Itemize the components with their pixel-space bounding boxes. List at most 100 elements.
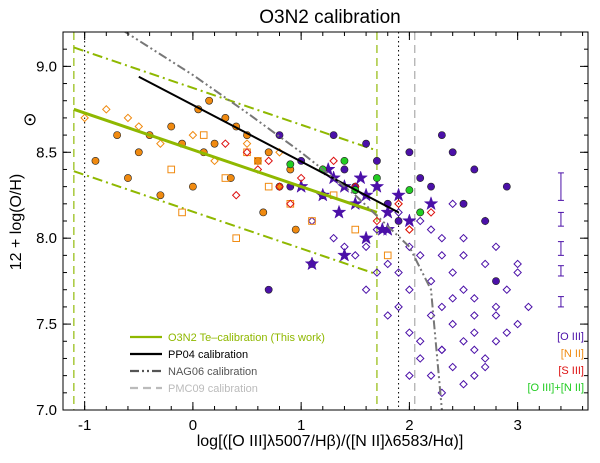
diamond-marker (361, 285, 371, 295)
diamond-marker (448, 362, 457, 372)
x-axis-label: log[([O III]λ5007/Hβ)/([N II]λ6583/Hα)] (197, 433, 464, 450)
diamond-marker (459, 233, 468, 243)
circle-marker (502, 182, 511, 191)
square-marker (243, 148, 251, 157)
diamond-marker (448, 319, 457, 329)
circle-marker (448, 148, 457, 157)
solar-symbol-dot (28, 118, 32, 122)
circle-marker (481, 217, 490, 225)
diamond-marker (480, 259, 490, 269)
diamond-marker (426, 208, 436, 217)
square-marker (286, 200, 295, 208)
circle-marker (459, 199, 468, 208)
circle-marker (286, 160, 295, 169)
diamond-marker (491, 311, 501, 320)
y-tick-label: 9.0 (36, 58, 57, 75)
right-legend-label: [O III] (557, 331, 584, 343)
diamond-marker (437, 345, 447, 355)
x-tick-label: 2 (405, 417, 413, 434)
diamond-marker (405, 371, 414, 380)
diamond-marker (502, 328, 512, 337)
diamond-marker (470, 371, 479, 380)
circle-marker (427, 182, 435, 191)
x-tick-label: -1 (78, 417, 91, 434)
circle-marker (492, 277, 500, 286)
right-legend-label: [N II] (561, 348, 584, 360)
diamond-marker (188, 130, 198, 140)
circle-marker (253, 156, 262, 165)
star-marker (391, 187, 406, 202)
star-marker (331, 204, 347, 219)
square-marker (264, 182, 273, 191)
diamond-marker (307, 216, 317, 226)
square-marker (383, 251, 392, 260)
x-tick-label: 3 (513, 417, 521, 434)
diamond-marker (437, 251, 447, 260)
circle-marker (113, 131, 122, 139)
square-marker (351, 225, 360, 234)
solar-symbol-icon (24, 114, 36, 126)
circle-marker (205, 96, 214, 105)
diamond-marker (491, 302, 501, 312)
star-marker (401, 213, 417, 228)
y-tick-label: 7.5 (36, 316, 57, 333)
circle-marker (394, 217, 403, 225)
star-marker (423, 196, 439, 211)
diamond-marker (372, 216, 382, 226)
diamond-marker (459, 285, 468, 295)
legend-label: PMC09 calibration (168, 383, 258, 395)
circle-marker (373, 174, 381, 182)
diamond-marker (491, 336, 501, 346)
diamond-marker (448, 199, 457, 209)
diamond-marker (405, 225, 414, 234)
diamond-marker (470, 311, 479, 320)
diamond-marker (513, 259, 522, 269)
diamond-marker (405, 225, 414, 234)
diamond-marker (275, 182, 284, 191)
star-marker (353, 170, 369, 185)
y-axis-label: 12 + log(O/H) (8, 174, 25, 270)
diamond-marker (372, 268, 382, 277)
circle-marker (340, 156, 349, 165)
circle-marker (373, 156, 381, 165)
diamond-marker (459, 336, 468, 346)
star-marker (358, 230, 374, 245)
diamond-marker (156, 139, 165, 148)
diamond-marker (350, 251, 360, 260)
diamond-marker (231, 190, 241, 200)
diamond-marker (415, 354, 425, 363)
circle-marker (340, 165, 349, 174)
diamond-marker (437, 345, 447, 355)
diamond-marker (415, 216, 425, 226)
diamond-marker (415, 251, 425, 260)
star-marker (337, 247, 352, 262)
circle-marker (210, 139, 219, 148)
y-tick-label: 8.5 (36, 144, 57, 161)
circle-marker (362, 139, 370, 148)
square-marker (232, 234, 240, 242)
diamond-marker (394, 268, 403, 277)
diamond-marker (437, 233, 447, 243)
diamond-marker (459, 251, 468, 260)
diamond-marker (394, 199, 403, 209)
diamond-marker (221, 139, 230, 148)
diamond-marker (383, 259, 393, 269)
square-marker (178, 208, 186, 217)
diamond-marker (415, 336, 425, 346)
diamond-marker (361, 242, 371, 252)
circle-marker (134, 148, 143, 157)
diamond-marker (426, 225, 436, 234)
circle-marker (156, 191, 165, 200)
diamond-marker (426, 276, 436, 286)
diamond-marker (242, 139, 252, 148)
diamond-marker (470, 294, 479, 303)
diamond-marker (123, 113, 133, 123)
y-tick-label: 8.0 (36, 230, 57, 247)
circle-marker (416, 208, 425, 217)
circle-marker (259, 208, 268, 217)
circle-marker (329, 131, 338, 139)
circle-marker (188, 182, 197, 191)
square-marker (254, 157, 262, 165)
